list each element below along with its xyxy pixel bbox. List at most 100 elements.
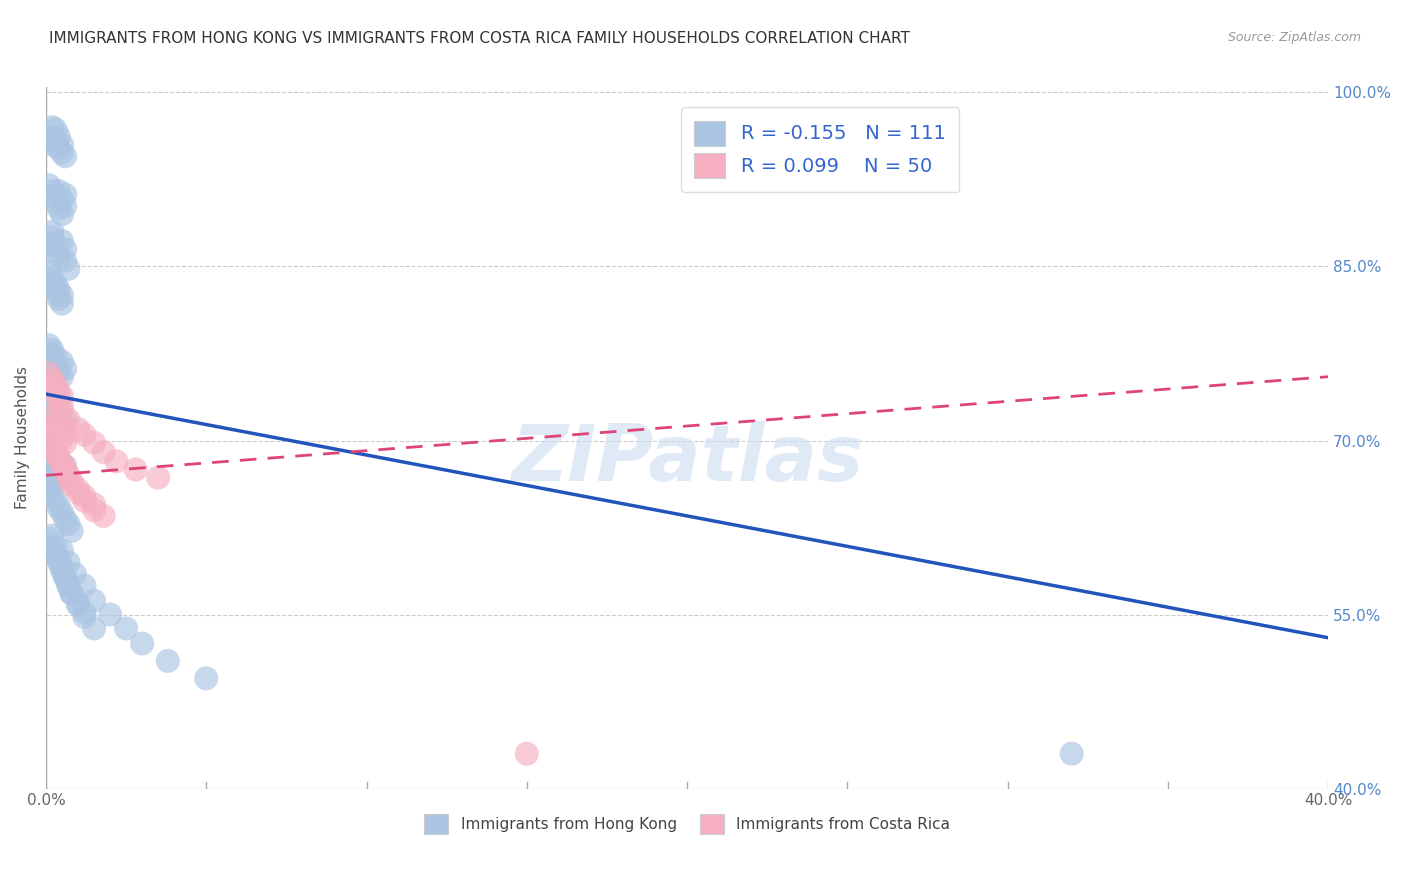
- Point: [45, 387, 67, 401]
- Point: [41, 540, 63, 554]
- Point: [115, 622, 138, 636]
- Point: [41, 280, 63, 294]
- Point: [41, 528, 63, 542]
- Point: [38, 399, 60, 413]
- Point: [51, 354, 73, 368]
- Point: [48, 454, 70, 468]
- Point: [51, 389, 73, 403]
- Point: [66, 482, 89, 496]
- Point: [51, 399, 73, 413]
- Point: [45, 419, 67, 434]
- Point: [60, 524, 83, 538]
- Point: [98, 607, 121, 622]
- Point: [66, 599, 89, 613]
- Point: [53, 253, 76, 268]
- Point: [51, 192, 73, 206]
- Point: [195, 671, 218, 685]
- Point: [131, 636, 153, 650]
- Point: [48, 129, 70, 144]
- Point: [516, 747, 538, 761]
- Point: [45, 447, 67, 461]
- Point: [48, 450, 70, 465]
- Point: [53, 199, 76, 213]
- Point: [38, 532, 60, 546]
- Point: [58, 261, 80, 276]
- Point: [58, 412, 80, 426]
- Point: [48, 202, 70, 216]
- Point: [45, 238, 67, 252]
- Point: [58, 468, 80, 483]
- Legend: Immigrants from Hong Kong, Immigrants from Costa Rica: Immigrants from Hong Kong, Immigrants fr…: [423, 814, 950, 833]
- Point: [53, 570, 76, 584]
- Point: [45, 245, 67, 260]
- Point: [51, 543, 73, 558]
- Point: [93, 445, 115, 459]
- Point: [38, 410, 60, 425]
- Point: [51, 234, 73, 248]
- Point: [66, 596, 89, 610]
- Text: IMMIGRANTS FROM HONG KONG VS IMMIGRANTS FROM COSTA RICA FAMILY HOUSEHOLDS CORREL: IMMIGRANTS FROM HONG KONG VS IMMIGRANTS …: [49, 31, 910, 46]
- Point: [48, 184, 70, 198]
- Point: [45, 285, 67, 299]
- Point: [45, 350, 67, 364]
- Point: [38, 366, 60, 380]
- Point: [51, 422, 73, 436]
- Point: [51, 207, 73, 221]
- Point: [51, 145, 73, 160]
- Point: [41, 416, 63, 430]
- Point: [105, 454, 128, 468]
- Point: [48, 384, 70, 399]
- Point: [45, 122, 67, 136]
- Point: [48, 283, 70, 297]
- Point: [58, 555, 80, 569]
- Point: [45, 549, 67, 564]
- Point: [51, 404, 73, 418]
- Point: [73, 610, 96, 624]
- Point: [38, 376, 60, 390]
- Point: [51, 505, 73, 519]
- Point: [51, 369, 73, 384]
- Point: [48, 462, 70, 476]
- Point: [45, 401, 67, 415]
- Point: [38, 132, 60, 146]
- Point: [51, 468, 73, 483]
- Point: [83, 503, 105, 517]
- Point: [51, 457, 73, 471]
- Point: [38, 346, 60, 360]
- Point: [41, 352, 63, 367]
- Point: [38, 178, 60, 193]
- Point: [48, 141, 70, 155]
- Point: [73, 605, 96, 619]
- Point: [41, 137, 63, 152]
- Point: [41, 439, 63, 453]
- Point: [41, 373, 63, 387]
- Point: [83, 497, 105, 511]
- Point: [41, 442, 63, 457]
- Point: [60, 474, 83, 488]
- Point: [45, 445, 67, 459]
- Point: [41, 225, 63, 239]
- Point: [48, 392, 70, 407]
- Point: [45, 427, 67, 442]
- Point: [63, 566, 86, 581]
- Point: [41, 184, 63, 198]
- Point: [38, 445, 60, 459]
- Point: [53, 242, 76, 256]
- Point: [60, 587, 83, 601]
- Point: [45, 134, 67, 148]
- Point: [45, 377, 67, 392]
- Point: [51, 137, 73, 152]
- Point: [93, 508, 115, 523]
- Point: [48, 500, 70, 515]
- Point: [53, 149, 76, 163]
- Point: [51, 561, 73, 575]
- Point: [41, 271, 63, 285]
- Point: [48, 551, 70, 566]
- Point: [38, 236, 60, 251]
- Point: [53, 435, 76, 450]
- Point: [156, 654, 179, 668]
- Point: [51, 288, 73, 302]
- Point: [73, 427, 96, 442]
- Point: [73, 578, 96, 592]
- Point: [45, 410, 67, 425]
